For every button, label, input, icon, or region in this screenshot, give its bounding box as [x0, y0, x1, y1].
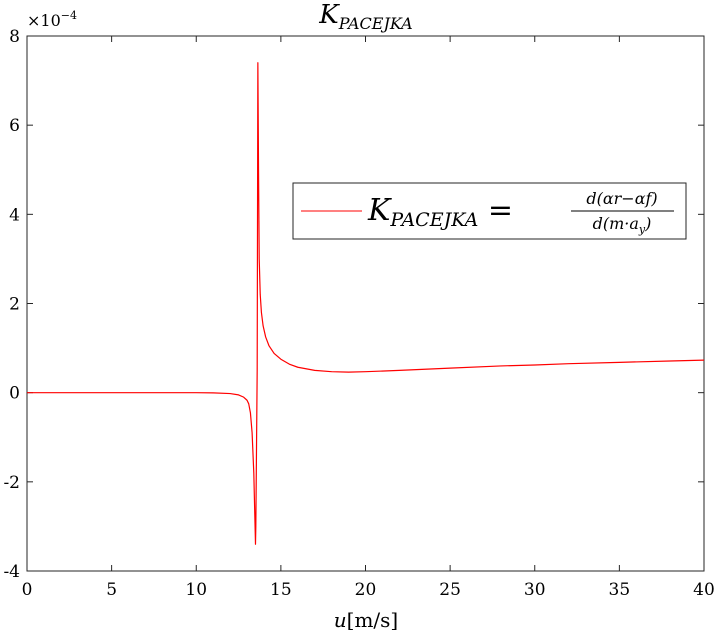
y-tick-label: -4 [3, 562, 20, 582]
chart-title-main: K [318, 0, 340, 30]
x-tick-label: 5 [106, 580, 117, 600]
x-axis-label: u[m/s] [334, 608, 398, 632]
x-tick-label: 20 [355, 580, 377, 600]
y-tick-label: 8 [9, 27, 20, 47]
y-tick-label: 2 [9, 295, 20, 315]
legend-label-sub: PACEJKA [389, 209, 478, 231]
x-tick-label: 15 [270, 580, 292, 600]
x-tick-label: 30 [524, 580, 546, 600]
y-tick-label: 4 [9, 205, 20, 225]
legend: KPACEJKA = d(αr−αf) d(m·ay) [293, 183, 686, 239]
x-tick-label: 25 [439, 580, 461, 600]
x-tick-label: 0 [22, 580, 33, 600]
legend-frac-den-close: ) [644, 214, 651, 233]
legend-label-main: K [367, 193, 392, 228]
legend-frac-numerator: d(αr−αf) [586, 189, 657, 208]
y-exponent-label: ×10−4 [27, 9, 77, 30]
y-tick-label: -2 [3, 473, 20, 493]
x-axis-label-var: u [334, 608, 347, 632]
x-tick-label: 35 [609, 580, 631, 600]
chart-title: KPACEJKA [318, 0, 412, 33]
legend-label-eq: = [478, 193, 513, 228]
x-tick-label: 40 [693, 580, 715, 600]
legend-frac-den: d(m·a [593, 214, 639, 233]
chart-title-sub: PACEJKA [338, 14, 413, 33]
y-tick-label: 6 [9, 116, 20, 136]
y-exponent-base: ×10 [27, 11, 61, 30]
x-tick-label: 10 [185, 580, 207, 600]
plot-area [27, 36, 704, 571]
x-axis-label-unit: [m/s] [347, 608, 399, 632]
y-exponent-power: −4 [61, 9, 77, 22]
y-tick-label: 0 [9, 384, 20, 404]
